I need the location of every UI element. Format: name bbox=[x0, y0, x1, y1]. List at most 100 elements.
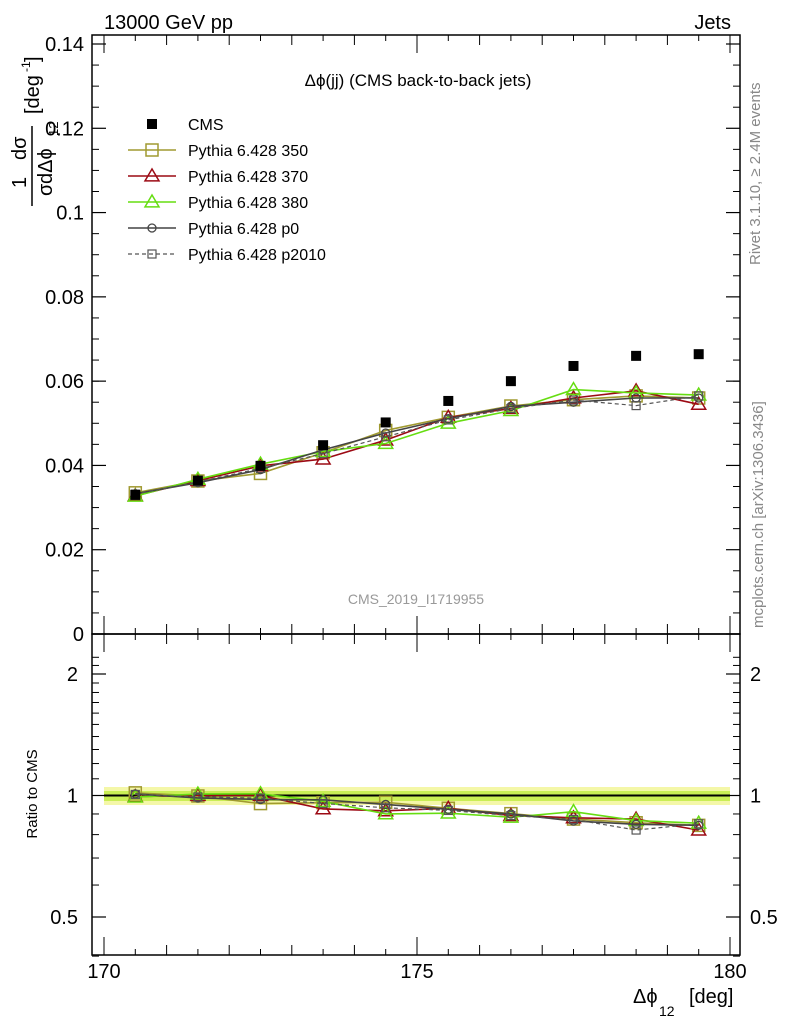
ratio-tick-label: 2 bbox=[67, 664, 78, 686]
ratio-point bbox=[506, 810, 516, 821]
data-point bbox=[443, 415, 453, 425]
y-tick-label: 0.14 bbox=[45, 34, 84, 56]
legend-label: Pythia 6.428 350 bbox=[188, 143, 308, 160]
data-point bbox=[381, 432, 391, 442]
legend-item-pythia-6-428-p0: Pythia 6.428 p0 bbox=[128, 221, 299, 238]
chart-title: Δϕ(jj) (CMS back-to-back jets) bbox=[305, 71, 532, 90]
svg-text:σ: σ bbox=[35, 183, 57, 196]
ratio-point bbox=[631, 819, 641, 829]
data-point bbox=[443, 395, 454, 406]
legend-label: CMS bbox=[188, 117, 224, 134]
legend-label: Pythia 6.428 p2010 bbox=[188, 247, 326, 264]
series-line bbox=[135, 388, 699, 497]
ratio-point bbox=[130, 789, 140, 800]
ratio-point bbox=[255, 793, 266, 803]
ratio-line bbox=[135, 792, 699, 824]
ratio-point bbox=[253, 796, 268, 811]
ratio-line bbox=[135, 793, 699, 827]
y-tick-label: 0.02 bbox=[45, 540, 84, 562]
series-cms bbox=[130, 349, 704, 500]
data-point bbox=[694, 391, 704, 401]
x-axis-symbol: Δϕ bbox=[633, 986, 658, 1008]
svg-text:]: ] bbox=[22, 56, 44, 62]
legend-item-pythia-6-428-p2010: Pythia 6.428 p2010 bbox=[128, 247, 326, 264]
data-point bbox=[568, 395, 579, 405]
x-tick-label: 170 bbox=[87, 961, 120, 983]
ratio-tick-label: 1 bbox=[67, 786, 78, 808]
data-point bbox=[255, 460, 266, 471]
legend-marker bbox=[147, 119, 157, 129]
data-point bbox=[505, 376, 516, 387]
ratio-tick-label: 0.5 bbox=[50, 907, 78, 929]
ratio-plot-frame bbox=[91, 633, 741, 956]
svg-text:-1: -1 bbox=[19, 61, 33, 72]
legend-label: Pythia 6.428 p0 bbox=[188, 221, 299, 238]
ratio-tick-label-right: 0.5 bbox=[750, 907, 778, 929]
ratio-series-pythia-6-428-p2010 bbox=[130, 789, 704, 835]
energy-label: 13000 GeV pp bbox=[104, 12, 233, 34]
data-point bbox=[627, 382, 645, 397]
site-label: mcplots.cern.ch [arXiv:1306.3436] bbox=[750, 401, 767, 628]
ratio-axis-label: Ratio to CMS bbox=[24, 749, 41, 838]
series-pythia-6-428-370 bbox=[126, 382, 708, 502]
legend-label: Pythia 6.428 370 bbox=[188, 169, 308, 186]
data-point bbox=[318, 440, 329, 451]
rivet-label: Rivet 3.1.10, ≥ 2.4M events bbox=[747, 83, 764, 266]
x-tick-label: 180 bbox=[713, 961, 746, 983]
data-point bbox=[690, 395, 708, 410]
ratio-point bbox=[694, 819, 704, 829]
svg-text:12: 12 bbox=[46, 122, 61, 136]
series-pythia-6-428-380 bbox=[126, 381, 708, 502]
ratio-point bbox=[377, 805, 395, 820]
legend-marker bbox=[147, 223, 157, 233]
ratio-point bbox=[252, 785, 269, 800]
legend-marker bbox=[147, 249, 157, 259]
data-point bbox=[568, 360, 579, 371]
y-tick-label: 0.08 bbox=[45, 287, 84, 309]
legend-marker bbox=[145, 143, 159, 157]
x-tick-label: 175 bbox=[400, 961, 433, 983]
x-axis-label: Δϕ 12 [deg] bbox=[633, 986, 733, 1019]
series-line bbox=[135, 390, 699, 497]
x-axis-sub: 12 bbox=[659, 1003, 675, 1019]
ratio-line bbox=[135, 793, 699, 831]
y-tick-label: 0.12 bbox=[45, 118, 84, 140]
ratio-point bbox=[690, 821, 708, 836]
series-line bbox=[135, 395, 699, 494]
ratio-point bbox=[568, 814, 579, 824]
data-point bbox=[130, 489, 141, 500]
data-point bbox=[192, 475, 203, 486]
data-point bbox=[631, 350, 642, 361]
legend-item-cms: CMS bbox=[147, 117, 224, 134]
y-tick-label: 0 bbox=[73, 624, 84, 646]
series-pythia-6-428-p0 bbox=[130, 393, 704, 499]
ratio-point bbox=[631, 825, 641, 835]
legend-item-pythia-6-428-350: Pythia 6.428 350 bbox=[128, 143, 308, 160]
data-point bbox=[506, 403, 516, 414]
data-point bbox=[631, 400, 641, 411]
svg-text:[deg: [deg bbox=[22, 75, 44, 114]
data-point bbox=[693, 349, 704, 360]
analysis-tag: CMS_2019_I1719955 bbox=[348, 591, 484, 607]
series-line bbox=[135, 395, 699, 495]
ratio-point bbox=[193, 792, 203, 802]
ratio-tick-label-right: 2 bbox=[750, 664, 761, 686]
ratio-point bbox=[381, 803, 391, 813]
series-pythia-6-428-350 bbox=[128, 389, 706, 500]
x-axis-unit: [deg] bbox=[689, 986, 733, 1008]
ratio-point bbox=[443, 805, 453, 815]
svg-text:1 dσ: 1 dσ bbox=[6, 136, 31, 188]
series-pythia-6-428-p2010 bbox=[130, 391, 704, 499]
y-tick-label: 0.06 bbox=[45, 371, 84, 393]
svg-text:dΔϕ: dΔϕ bbox=[35, 148, 57, 184]
series-line bbox=[135, 397, 699, 495]
legend-item-pythia-6-428-370: Pythia 6.428 370 bbox=[128, 167, 308, 186]
y-tick-label: 0.04 bbox=[45, 455, 84, 477]
data-point bbox=[377, 435, 395, 450]
y-tick-label: 0.1 bbox=[56, 203, 84, 225]
legend-label: Pythia 6.428 380 bbox=[188, 195, 308, 212]
ratio-line bbox=[135, 792, 699, 827]
data-point bbox=[565, 381, 582, 396]
legend-item-pythia-6-428-380: Pythia 6.428 380 bbox=[128, 193, 308, 212]
